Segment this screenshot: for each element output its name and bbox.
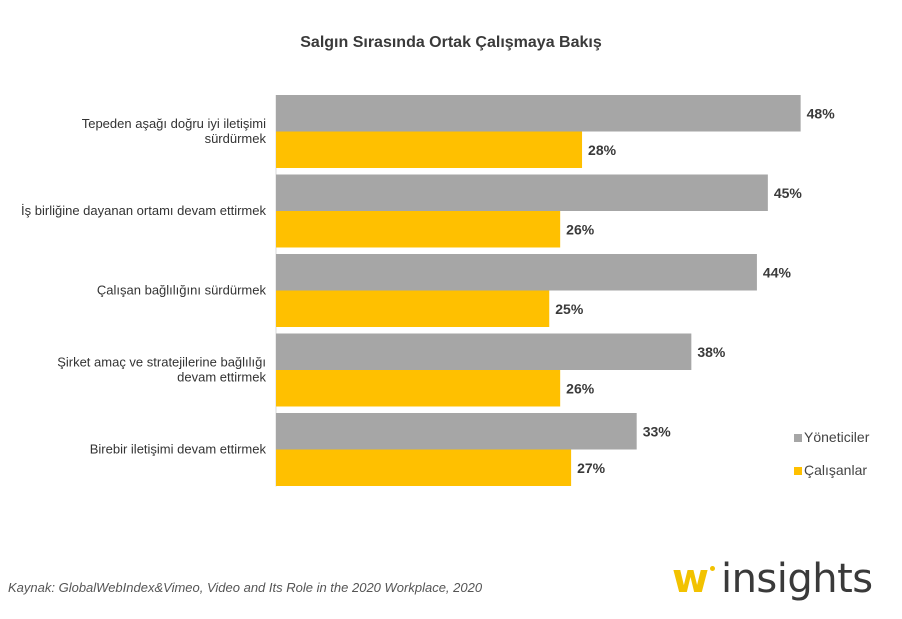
bar-yoneticiler xyxy=(276,413,637,450)
bar-calisanlar xyxy=(276,370,561,407)
legend-swatch xyxy=(794,467,802,475)
bar-yoneticiler xyxy=(276,95,801,132)
category-label-line: Birebir iletişimi devam ettirmek xyxy=(90,442,267,457)
bar-calisanlar xyxy=(276,131,583,168)
legend-label: Yöneticiler xyxy=(804,429,870,445)
data-label: 44% xyxy=(763,264,792,280)
data-label: 38% xyxy=(697,344,726,360)
category-label: Tepeden aşağı doğru iyi iletişimi sürdürm… xyxy=(82,116,267,146)
category-label: Birebir iletişimi devam ettirmek xyxy=(90,442,267,457)
legend-label: Çalışanlar xyxy=(804,462,867,478)
source-note: Kaynak: GlobalWebIndex&Vimeo, Video and … xyxy=(8,580,483,595)
category-label: Şirket amaç ve stratejilerine bağlılığı d… xyxy=(57,355,266,385)
category-label: İş birliğine dayanan ortamı devam ettirm… xyxy=(21,203,266,218)
category-label-line: İş birliğine dayanan ortamı devam ettirm… xyxy=(21,203,266,218)
category-label-line: devam ettirmek xyxy=(177,370,266,385)
category-label-line: Şirket amaç ve stratejilerine bağlılığı xyxy=(57,355,266,370)
data-label: 48% xyxy=(807,105,836,121)
brand-logo-dot xyxy=(709,566,715,571)
category-label-line: Tepeden aşağı doğru iyi iletişimi xyxy=(82,116,266,131)
data-label: 33% xyxy=(643,423,672,439)
data-label: 26% xyxy=(566,380,595,396)
data-label: 28% xyxy=(588,142,617,158)
bar-calisanlar xyxy=(276,449,572,486)
legend-swatch xyxy=(794,434,802,442)
bar-yoneticiler xyxy=(276,254,757,291)
data-label: 27% xyxy=(577,460,606,476)
category-label: Çalışan bağlılığını sürdürmek xyxy=(97,283,267,298)
bar-calisanlar xyxy=(276,211,561,248)
bar-calisanlar xyxy=(276,290,550,327)
data-label: 25% xyxy=(555,301,584,317)
bar-yoneticiler xyxy=(276,333,692,370)
category-label-line: sürdürmek xyxy=(205,131,267,146)
data-label: 45% xyxy=(774,185,803,201)
category-label-line: Çalışan bağlılığını sürdürmek xyxy=(97,283,267,298)
bar-yoneticiler xyxy=(276,174,768,211)
data-label: 26% xyxy=(566,221,595,237)
brand-logo: w insights xyxy=(672,556,873,606)
chart-title: Salgın Sırasında Ortak Çalışmaya Bakış xyxy=(300,34,602,51)
brand-logo-name: insights xyxy=(720,556,873,602)
brand-logo-mark: w xyxy=(672,556,709,602)
